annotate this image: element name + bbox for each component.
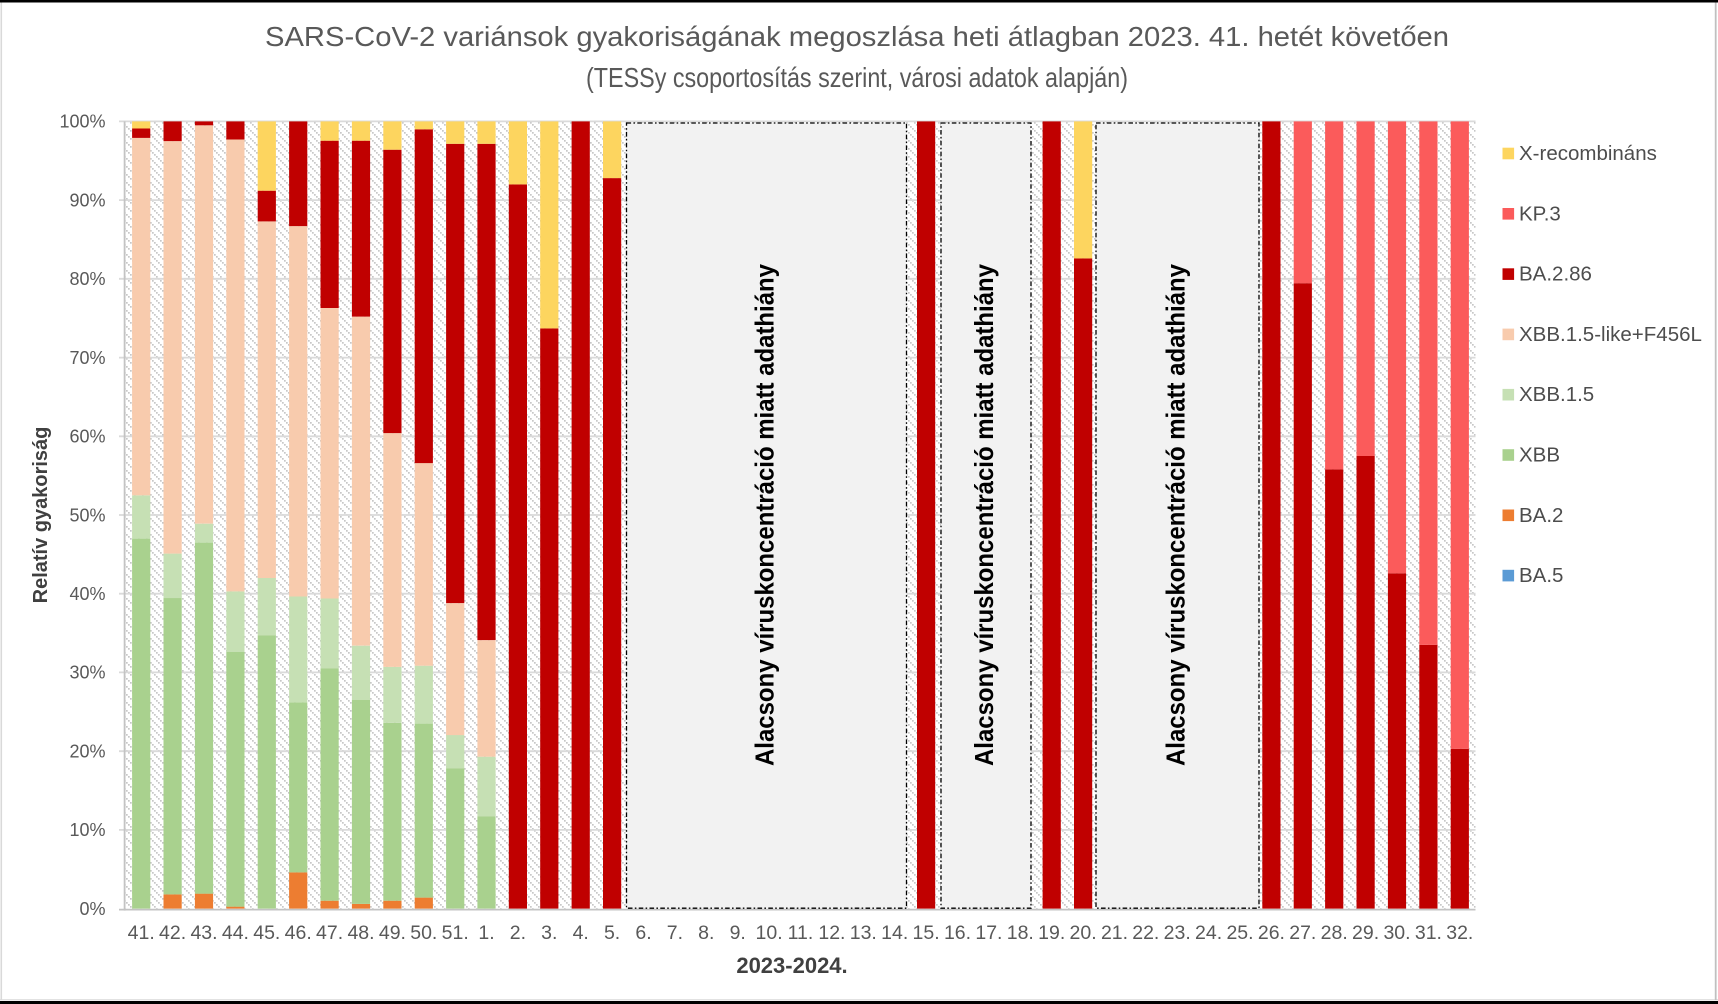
svg-text:XBB.1.5: XBB.1.5	[1519, 383, 1594, 406]
svg-text:6.: 6.	[635, 922, 651, 944]
svg-text:30%: 30%	[69, 663, 105, 683]
svg-text:17.: 17.	[975, 922, 1002, 944]
svg-text:BA.5: BA.5	[1519, 564, 1563, 587]
svg-text:10%: 10%	[69, 820, 105, 840]
svg-text:46.: 46.	[285, 922, 312, 944]
svg-text:70%: 70%	[69, 348, 105, 368]
svg-text:Alacsony víruskoncentráció mia: Alacsony víruskoncentráció miatt adathiá…	[1160, 264, 1190, 766]
svg-text:28.: 28.	[1321, 922, 1348, 944]
svg-text:BA.2: BA.2	[1519, 504, 1563, 527]
svg-text:100%: 100%	[59, 112, 105, 132]
svg-text:19.: 19.	[1038, 922, 1065, 944]
svg-text:8.: 8.	[698, 922, 714, 944]
svg-text:42.: 42.	[159, 922, 186, 944]
svg-text:20%: 20%	[69, 742, 105, 762]
svg-text:50%: 50%	[69, 505, 105, 525]
svg-text:30.: 30.	[1383, 922, 1410, 944]
svg-text:2023-2024.: 2023-2024.	[736, 953, 847, 978]
svg-text:0%: 0%	[79, 899, 105, 919]
svg-text:32.: 32.	[1446, 922, 1473, 944]
svg-text:SARS-CoV-2 variánsok gyakorisá: SARS-CoV-2 variánsok gyakoriságának mego…	[265, 21, 1449, 52]
svg-text:KP.3: KP.3	[1519, 202, 1561, 225]
svg-text:23.: 23.	[1164, 922, 1191, 944]
svg-text:60%: 60%	[69, 427, 105, 447]
svg-text:50.: 50.	[410, 922, 437, 944]
svg-text:4.: 4.	[573, 922, 589, 944]
svg-text:26.: 26.	[1258, 922, 1285, 944]
svg-text:21.: 21.	[1101, 922, 1128, 944]
svg-text:XBB: XBB	[1519, 444, 1560, 467]
svg-text:31.: 31.	[1415, 922, 1442, 944]
svg-text:Relatív gyakoriság: Relatív gyakoriság	[30, 427, 52, 604]
svg-text:2.: 2.	[510, 922, 526, 944]
svg-text:48.: 48.	[347, 922, 374, 944]
svg-text:9.: 9.	[730, 922, 746, 944]
svg-text:51.: 51.	[442, 922, 469, 944]
svg-text:XBB.1.5-like+F456L: XBB.1.5-like+F456L	[1519, 323, 1702, 346]
svg-text:44.: 44.	[222, 922, 249, 944]
svg-text:X-recombináns: X-recombináns	[1519, 142, 1657, 165]
svg-text:3.: 3.	[541, 922, 557, 944]
svg-text:14.: 14.	[881, 922, 908, 944]
svg-text:15.: 15.	[913, 922, 940, 944]
svg-text:(TESSy csoportosítás szerint,: (TESSy csoportosítás szerint, városi ada…	[586, 62, 1128, 93]
svg-text:27.: 27.	[1289, 922, 1316, 944]
svg-text:49.: 49.	[379, 922, 406, 944]
svg-text:45.: 45.	[253, 922, 280, 944]
svg-text:5.: 5.	[604, 922, 620, 944]
svg-text:80%: 80%	[69, 269, 105, 289]
svg-text:16.: 16.	[944, 922, 971, 944]
svg-text:25.: 25.	[1226, 922, 1253, 944]
svg-text:43.: 43.	[190, 922, 217, 944]
svg-text:BA.2.86: BA.2.86	[1519, 263, 1592, 286]
svg-text:22.: 22.	[1132, 922, 1159, 944]
svg-text:90%: 90%	[69, 190, 105, 210]
svg-text:12.: 12.	[818, 922, 845, 944]
svg-text:47.: 47.	[316, 922, 343, 944]
svg-text:18.: 18.	[1007, 922, 1034, 944]
svg-text:7.: 7.	[667, 922, 683, 944]
svg-text:41.: 41.	[128, 922, 155, 944]
svg-text:11.: 11.	[788, 922, 814, 944]
svg-text:29.: 29.	[1352, 922, 1379, 944]
svg-text:Alacsony víruskoncentráció mia: Alacsony víruskoncentráció miatt adathiá…	[969, 264, 999, 766]
svg-text:40%: 40%	[69, 584, 105, 604]
svg-text:10.: 10.	[756, 922, 783, 944]
svg-text:24.: 24.	[1195, 922, 1222, 944]
svg-text:1.: 1.	[478, 922, 494, 944]
svg-text:20.: 20.	[1070, 922, 1097, 944]
svg-text:13.: 13.	[850, 922, 877, 944]
svg-text:Alacsony víruskoncentráció mia: Alacsony víruskoncentráció miatt adathiá…	[749, 264, 779, 766]
